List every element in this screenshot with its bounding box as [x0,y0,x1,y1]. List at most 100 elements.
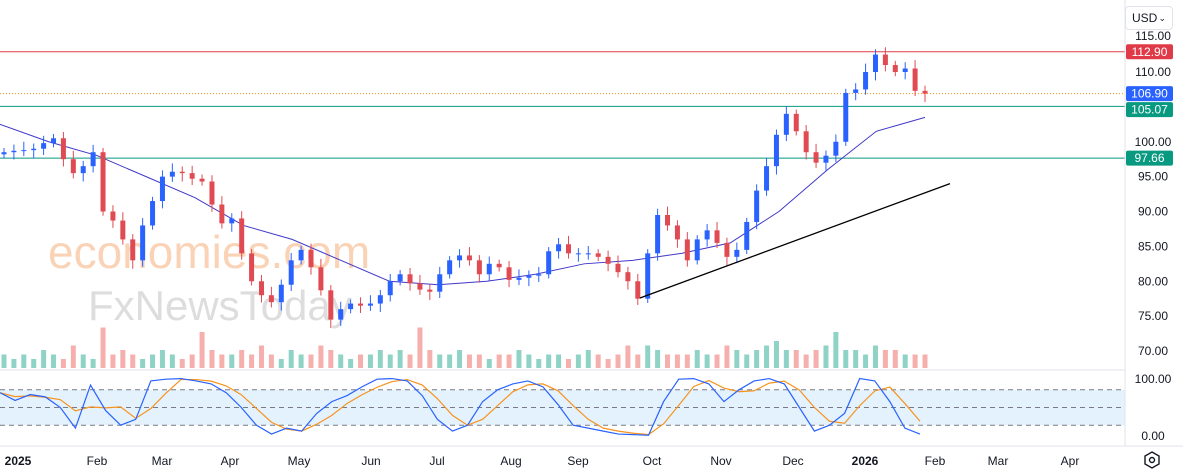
volume-bar [655,350,661,368]
volume-bar [793,350,799,368]
candle-body [496,263,502,268]
volume-bar [219,354,225,368]
volume-bar [447,354,453,368]
time-tick-label: Feb [925,454,946,468]
volume-bar [308,354,314,368]
volume-bar [199,332,205,368]
volume-bar [377,350,383,368]
candle-body [130,239,136,261]
price-tick-label: 110.00 [1135,65,1171,79]
volume-bar [466,354,472,368]
volume-bar [635,354,641,368]
candle-body [288,260,294,285]
candle-body [684,239,690,261]
volume-bar [90,359,96,368]
currency-value: USD [1132,11,1158,25]
volume-bar [318,345,324,368]
candle-body [843,92,849,142]
volume-bar [229,354,235,368]
time-axis[interactable]: 2025 Feb Mar Apr May Jun Jul Aug Sep Oct Nov Dec 202… [5,454,1080,468]
price-tick-label: 100.00 [1135,135,1172,149]
candle-body [773,134,779,167]
volume-bar [60,359,66,368]
trendline[interactable] [639,182,951,299]
volume-bar [764,345,770,368]
price-tag-label: 112.90 [1132,45,1168,59]
volume-bar [922,354,928,368]
volume-bar [358,354,364,368]
volume-bar [179,359,185,368]
time-tick-label: Mar [152,454,173,468]
candle-body [546,251,552,275]
volume-bar [585,350,591,368]
volume-bar [367,354,373,368]
volume-bar [387,354,393,368]
candle-body [1,152,7,155]
volume-bar [645,345,651,368]
time-tick-label: Jul [429,454,444,468]
time-tick-label: Apr [1061,454,1080,468]
candle-body [724,242,730,257]
stoch-d-line [0,378,921,436]
candle-body [150,201,156,226]
candle-body [526,275,532,278]
volume-bar [684,354,690,368]
volume-bar [1,354,7,368]
volume-bar [209,350,215,368]
watermark-line2: FxNewsToday [88,282,352,329]
candle-body [565,244,571,254]
price-tag [1126,86,1173,102]
candle-body [793,113,799,132]
time-tick-label: Nov [710,454,731,468]
candle-body [486,263,492,275]
volume-bar [843,350,849,368]
candle-body [229,218,235,224]
candle-body [882,54,888,66]
volume-bar [70,345,76,368]
candle-body [803,131,809,153]
time-tick-label: Feb [87,454,108,468]
volume-bar [556,354,562,368]
moving-average-line [0,116,926,286]
candle-body [665,214,671,226]
volume-bar [51,354,57,368]
candle-body [783,113,789,135]
volume-bar [714,354,720,368]
volume-bar [486,359,492,368]
time-tick-label: Aug [500,454,521,468]
candle-body [70,159,76,174]
volume-bar [437,354,443,368]
price-axis[interactable]: 115.00 110.00 100.00 95.00 90.00 85.00 80.00 75… [1135,29,1172,443]
candle-body [397,274,403,282]
stochastic-pane [0,377,1125,436]
price-tick-label: 70.00 [1138,344,1168,358]
volume-bar [278,359,284,368]
stoch-tick-label: 0.00 [1141,429,1165,443]
candle-body [457,255,463,261]
volume-bar [130,354,136,368]
candle-body [338,309,344,320]
candle-body [110,211,116,221]
volume-bar [526,354,532,368]
price-tick-label: 85.00 [1138,239,1168,253]
time-tick-label: Apr [221,454,240,468]
volume-bar [249,354,255,368]
volume-bar [288,350,294,368]
candle-body [189,173,195,179]
candle-body [744,221,750,250]
candle-body [863,72,869,90]
volume-bar [595,354,601,368]
candle-body [615,263,621,273]
candle-body [764,166,770,191]
candle-body [179,171,185,174]
stoch-tick-label: 100.00 [1135,372,1172,386]
candle-body [734,249,740,257]
volume-bar [21,354,27,368]
volume-bar [823,345,829,368]
currency-selector[interactable]: USD ⌄ [1125,6,1173,30]
hexagon-gear-icon[interactable] [1142,450,1162,470]
candle-body [476,260,482,275]
candle-body [100,152,106,212]
price-tag [1126,102,1173,118]
